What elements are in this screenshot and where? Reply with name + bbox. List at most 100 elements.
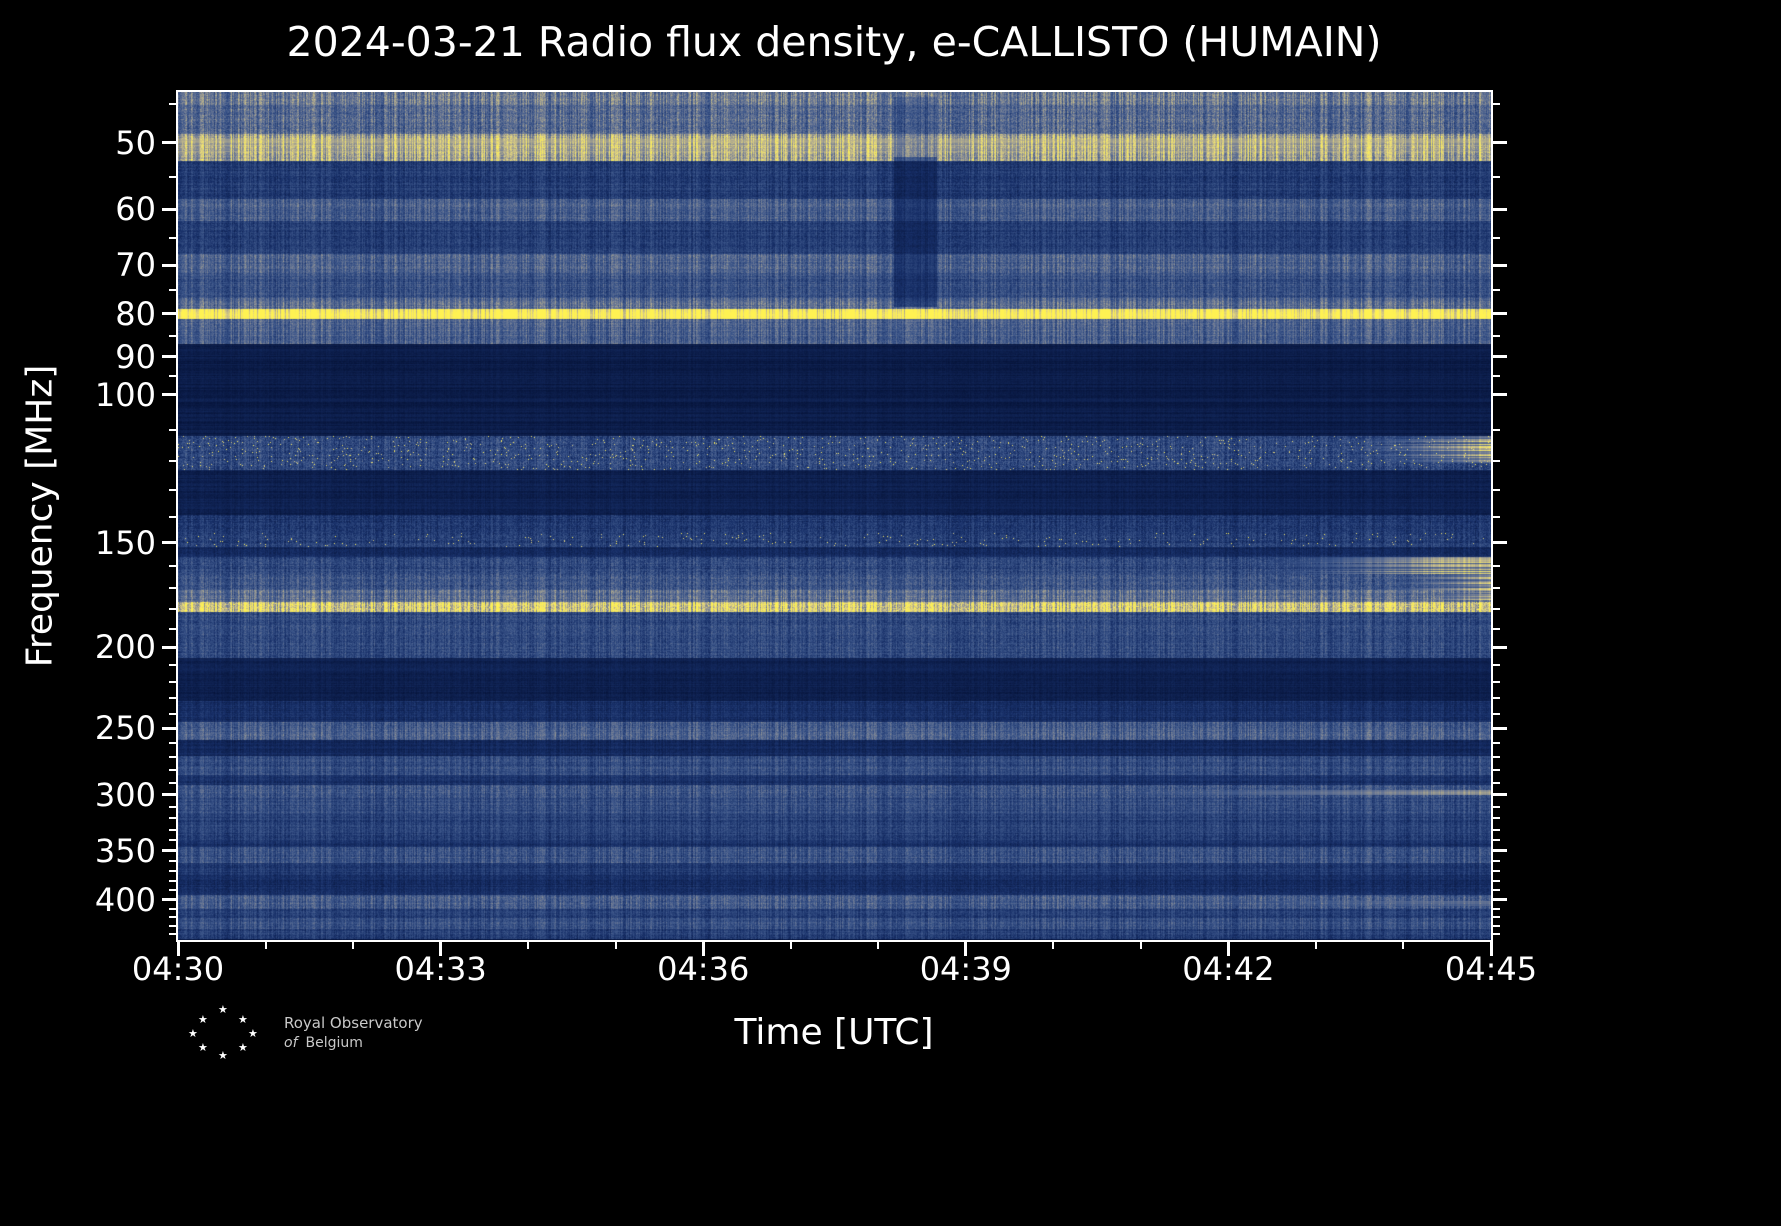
axis-tick-mark [169,860,176,863]
axis-tick-mark [439,942,443,956]
axis-tick-mark [169,712,176,715]
axis-tick-mark [1493,207,1507,211]
axis-tick-mark [1493,755,1500,758]
axis-tick-mark [1493,805,1500,808]
axis-tick-mark [162,541,176,545]
axis-tick-mark [1493,817,1500,820]
x-axis-title: Time [UTC] [734,1012,934,1053]
star-icon: ★ [238,1013,248,1026]
axis-tick-mark [162,263,176,267]
axis-tick-mark [614,942,617,949]
x-tick-label: 04:39 [919,950,1012,988]
axis-tick-mark [162,645,176,649]
axis-tick-mark [1493,664,1500,667]
y-tick-label: 60 [115,190,156,229]
axis-tick-mark [162,393,176,397]
axis-tick-mark [162,312,176,316]
axis-tick-mark [1493,541,1507,545]
axis-tick-mark [1493,355,1507,359]
axis-tick-mark [169,781,176,784]
axis-tick-mark [877,942,880,949]
rob-logo-stars: ★ ★ ★ ★ ★ ★ ★ ★ [188,1004,268,1064]
axis-tick-mark [169,176,176,179]
axis-tick-mark [1402,942,1405,949]
axis-tick-mark [1493,781,1500,784]
axis-tick-mark [1493,933,1500,936]
axis-tick-mark [1493,565,1500,568]
axis-tick-mark [169,907,176,910]
y-tick-label: 50 [115,123,156,162]
axis-tick-mark [169,839,176,842]
axis-tick-mark [169,805,176,808]
axis-tick-mark [789,942,792,949]
axis-tick-mark [1052,942,1055,949]
axis-tick-mark [169,828,176,831]
x-tick-label: 04:42 [1182,950,1275,988]
axis-tick-mark [169,627,176,630]
axis-tick-mark [1493,839,1500,842]
axis-tick-mark [1493,768,1500,771]
axis-tick-mark [701,942,705,956]
star-icon: ★ [218,1003,228,1016]
axis-tick-mark [1493,924,1500,927]
axis-tick-mark [169,879,176,882]
axis-tick-mark [1493,627,1500,630]
axis-tick-mark [1493,741,1500,744]
y-tick-label: 100 [94,375,156,414]
y-tick-label: 90 [115,337,156,376]
axis-tick-mark [169,916,176,919]
axis-tick-mark [169,516,176,519]
axis-tick-mark [169,289,176,292]
axis-tick-mark [1493,680,1500,683]
y-tick-label: 400 [94,880,156,919]
y-tick-label: 350 [94,831,156,870]
axis-tick-mark [1493,879,1500,882]
axis-tick-mark [1493,141,1507,145]
axis-tick-mark [1493,312,1507,316]
y-tick-label: 70 [115,246,156,285]
axis-tick-mark [1226,942,1230,956]
y-tick-label: 300 [94,775,156,814]
axis-tick-mark [169,889,176,892]
axis-tick-mark [169,755,176,758]
axis-tick-mark [169,607,176,610]
axis-tick-mark [1493,489,1500,492]
axis-tick-mark [1493,645,1507,649]
axis-tick-mark [162,141,176,145]
axis-tick-mark [1314,942,1317,949]
plot-area [176,90,1493,942]
axis-tick-mark [1493,375,1500,378]
axis-tick-mark [1493,697,1500,700]
axis-tick-mark [169,680,176,683]
spectrogram-canvas [178,92,1491,940]
star-icon: ★ [188,1027,198,1040]
axis-tick-mark [169,664,176,667]
axis-tick-mark [162,898,176,902]
axis-tick-mark [1493,428,1500,431]
axis-tick-mark [169,768,176,771]
logo-text-line2: of Belgium [284,1035,363,1051]
axis-tick-mark [169,334,176,337]
axis-tick-mark [1493,712,1500,715]
x-tick-label: 04:36 [657,950,750,988]
x-tick-label: 04:45 [1444,950,1538,988]
axis-tick-mark [1493,587,1500,590]
axis-tick-mark [1493,263,1507,267]
axis-tick-mark [1493,103,1500,106]
axis-tick-mark [169,697,176,700]
axis-tick-mark [1493,828,1500,831]
axis-tick-mark [169,237,176,240]
axis-tick-mark [162,207,176,211]
chart-title: 2024-03-21 Radio flux density, e-CALLIST… [286,18,1382,66]
axis-tick-mark [1493,289,1500,292]
axis-tick-mark [169,460,176,463]
axis-tick-mark [169,870,176,873]
axis-tick-mark [169,933,176,936]
axis-tick-mark [169,375,176,378]
axis-tick-mark [1139,942,1142,949]
axis-tick-mark [1493,793,1507,797]
y-tick-label: 80 [115,294,156,333]
axis-tick-mark [1489,942,1493,956]
axis-tick-mark [1493,334,1500,337]
axis-tick-mark [1493,889,1500,892]
